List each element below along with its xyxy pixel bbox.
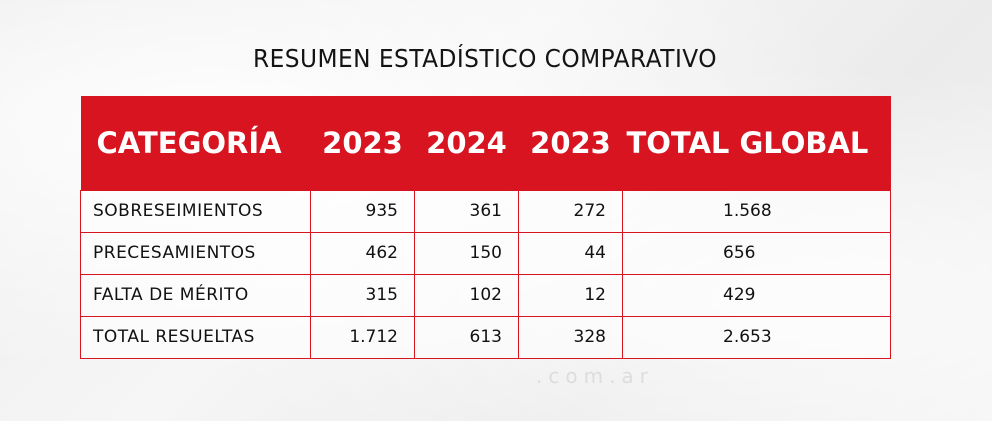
stats-table: CATEGORÍA 2023 2024 2023 TOTAL GLOBAL SO… — [80, 96, 891, 359]
table-header: CATEGORÍA 2023 2024 2023 TOTAL GLOBAL — [80, 96, 891, 190]
page-title: RESUMEN ESTADÍSTICO COMPARATIVO — [252, 44, 718, 73]
cell-2023: 462 — [310, 231, 415, 275]
cell-2024: 361 — [414, 189, 519, 233]
header-year-2: 2024 — [426, 125, 507, 160]
row-category: SOBRESEIMIENTOS — [80, 189, 311, 233]
table-row: FALTA DE MÉRITO 315 102 12 429 — [80, 273, 891, 317]
table-row-total: TOTAL RESUELTAS 1.712 613 328 2.653 — [80, 315, 891, 359]
table-body: SOBRESEIMIENTOS 935 361 272 1.568 PRECES… — [80, 189, 891, 359]
cell-total-global: 2.653 — [622, 315, 891, 359]
cell-2023-b: 12 — [518, 273, 623, 317]
table-row: SOBRESEIMIENTOS 935 361 272 1.568 — [80, 189, 891, 233]
row-category: FALTA DE MÉRITO — [80, 273, 311, 317]
header-category: CATEGORÍA — [96, 125, 282, 160]
cell-2023-b: 328 — [518, 315, 623, 359]
header-row: CATEGORÍA 2023 2024 2023 TOTAL GLOBAL — [80, 96, 891, 190]
header-year-1: 2023 — [322, 125, 403, 160]
row-category: TOTAL RESUELTAS — [80, 315, 311, 359]
row-category: PRECESAMIENTOS — [80, 231, 311, 275]
cell-2023-b: 272 — [518, 189, 623, 233]
cell-2024: 150 — [414, 231, 519, 275]
cell-2023-b: 44 — [518, 231, 623, 275]
cell-2024: 613 — [414, 315, 519, 359]
cell-total-global: 1.568 — [622, 189, 891, 233]
header-year-3: 2023 — [530, 125, 611, 160]
header-total-global: TOTAL GLOBAL — [626, 125, 869, 160]
cell-2024: 102 — [414, 273, 519, 317]
watermark-text: .com.ar — [536, 364, 654, 388]
table-row: PRECESAMIENTOS 462 150 44 656 — [80, 231, 891, 275]
cell-total-global: 429 — [622, 273, 891, 317]
cell-total-global: 656 — [622, 231, 891, 275]
cell-2023: 1.712 — [310, 315, 415, 359]
cell-2023: 315 — [310, 273, 415, 317]
cell-2023: 935 — [310, 189, 415, 233]
